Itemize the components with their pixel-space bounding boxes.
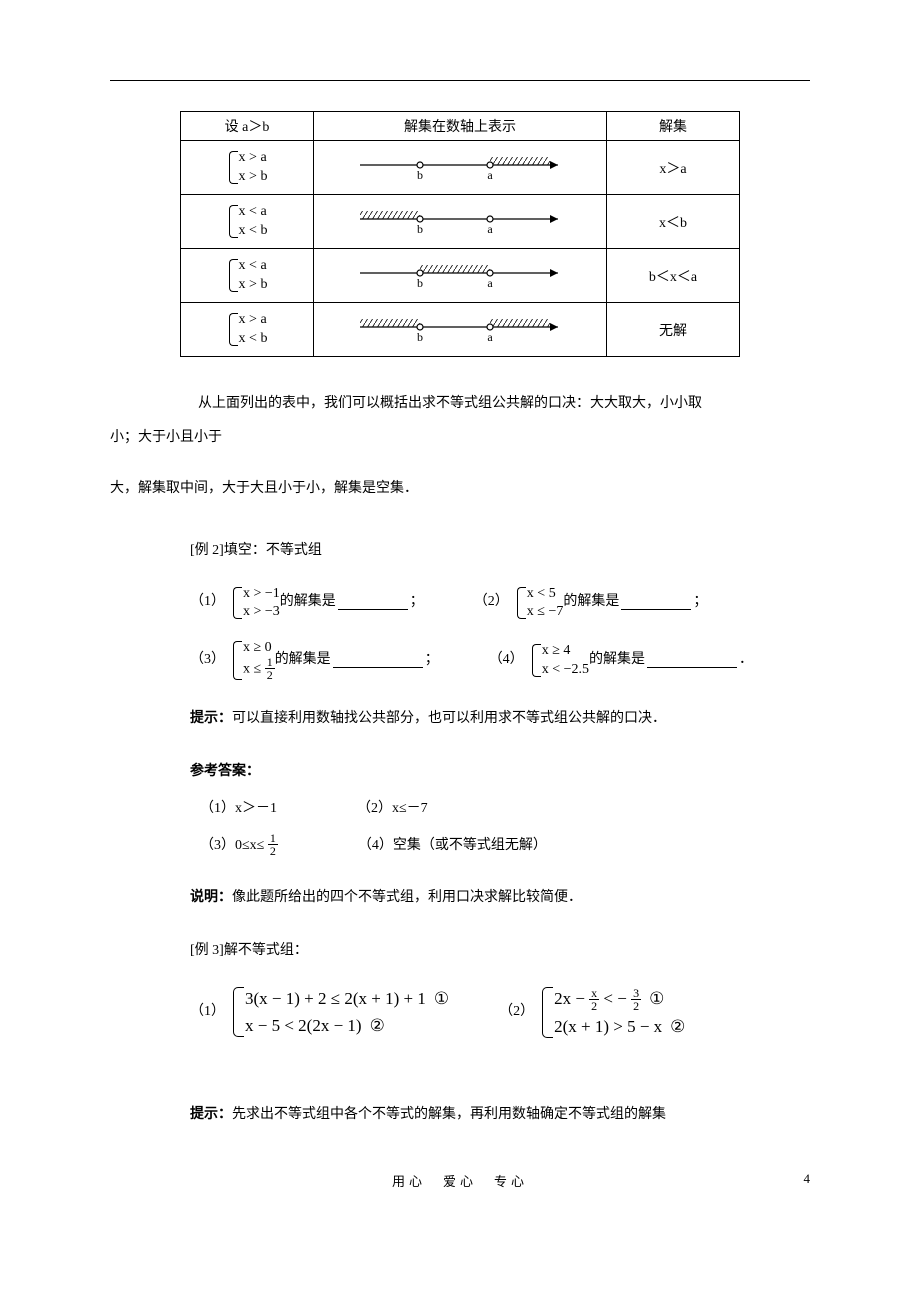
answer-item: （3）0≤x≤ 12 — [200, 831, 278, 862]
th-condition: 设 a＞b — [181, 112, 314, 141]
table-row: x > ax > b b a x＞a — [181, 141, 740, 195]
answer-item: （1）x＞－1 — [200, 794, 277, 825]
ex3-title: [例 3]解不等式组： — [190, 936, 810, 967]
th-axis: 解集在数轴上表示 — [314, 112, 607, 141]
summary-para-3: 大，解集取中间，大于大且小于小，解集是空集． — [110, 472, 810, 506]
top-rule — [110, 80, 810, 81]
ex3-item: （1）3(x − 1) + 2 ≤ 2(x + 1) + 1①x − 5 < 2… — [190, 985, 449, 1039]
ex3-item: （2）2x − x2 < − 32①2(x + 1) > 5 − x② — [499, 985, 685, 1040]
answers-label: 参考答案： — [190, 764, 260, 779]
table-row: x < ax < b b a x＜b — [181, 195, 740, 249]
table-row: x > ax < b b a 无解 — [181, 303, 740, 357]
answer-item: （4）空集（或不等式组无解） — [358, 831, 547, 862]
note-label: 说明： — [190, 890, 232, 905]
svg-text:b: b — [417, 168, 423, 182]
answer-item: （2）x≤－7 — [357, 794, 428, 825]
page-footer: 用心 爱心 专心 4 — [110, 1171, 810, 1190]
hint-label: 提示： — [190, 711, 232, 726]
footer-text: 用心 爱心 专心 — [392, 1174, 528, 1189]
svg-text:a: a — [487, 222, 493, 236]
ex2-item: （3）x ≥ 0x ≤ 12的解集是； — [190, 639, 439, 682]
note-text: 像此题所给出的四个不等式组，利用口决求解比较简便． — [232, 890, 582, 905]
solution-table: 设 a＞b 解集在数轴上表示 解集 x > ax > b b a x＞ax < … — [180, 111, 740, 357]
example-2: [例 2]填空：不等式组 （1）x > −1x > −3的解集是； （2）x < … — [190, 536, 810, 1131]
th-solution: 解集 — [607, 112, 740, 141]
ex2-item: （4）x ≥ 4x < −2.5的解集是． — [489, 642, 753, 678]
summary-para-2: 小；大于小且小于 — [110, 421, 810, 455]
ex3-hint-text: 先求出不等式组中各个不等式的解集，再利用数轴确定不等式组的解集 — [232, 1107, 666, 1122]
table-row: x < ax > b b a b＜x＜a — [181, 249, 740, 303]
svg-text:a: a — [487, 276, 493, 290]
ex3-hint-label: 提示： — [190, 1107, 232, 1122]
ex2-item: （1）x > −1x > −3的解集是； — [190, 585, 424, 621]
hint-text: 可以直接利用数轴找公共部分，也可以利用求不等式组公共解的口决． — [232, 711, 666, 726]
svg-text:b: b — [417, 222, 423, 236]
ex2-item: （2）x < 5x ≤ −7的解集是； — [474, 585, 708, 621]
svg-text:b: b — [417, 330, 423, 344]
svg-text:b: b — [417, 276, 423, 290]
svg-text:a: a — [487, 330, 493, 344]
summary-para-1: 从上面列出的表中，我们可以概括出求不等式组公共解的口决：大大取大，小小取 — [170, 387, 810, 421]
ex2-title: [例 2]填空：不等式组 — [190, 536, 810, 567]
page-number: 4 — [804, 1171, 811, 1187]
svg-text:a: a — [487, 168, 493, 182]
